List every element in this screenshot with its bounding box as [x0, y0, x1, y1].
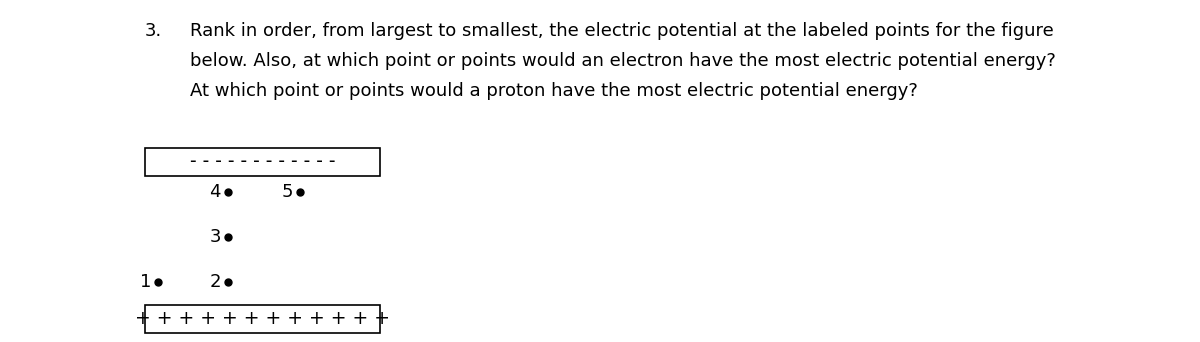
Text: 4: 4: [210, 183, 221, 201]
Text: 2: 2: [210, 273, 221, 291]
Text: Rank in order, from largest to smallest, the electric potential at the labeled p: Rank in order, from largest to smallest,…: [190, 22, 1054, 40]
Text: 1: 1: [139, 273, 151, 291]
Text: + + + + + + + + + + + +: + + + + + + + + + + + +: [134, 310, 390, 329]
Text: 3.: 3.: [145, 22, 162, 40]
Text: below. Also, at which point or points would an electron have the most electric p: below. Also, at which point or points wo…: [190, 52, 1056, 70]
Text: At which point or points would a proton have the most electric potential energy?: At which point or points would a proton …: [190, 82, 918, 100]
Text: 3: 3: [210, 228, 221, 246]
Text: 5: 5: [282, 183, 293, 201]
Text: - - - - - - - - - - - -: - - - - - - - - - - - -: [190, 153, 335, 171]
